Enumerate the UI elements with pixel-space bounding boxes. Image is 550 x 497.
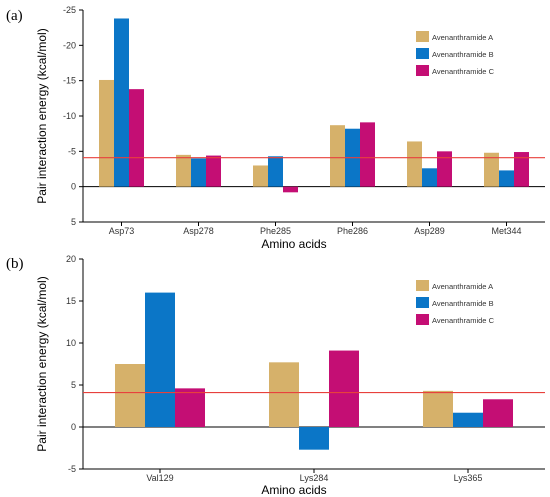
legend-swatch	[416, 48, 429, 59]
legend-label: Avenanthramide B	[432, 50, 494, 59]
bar	[499, 170, 514, 187]
bar	[437, 151, 452, 187]
y-axis-title: Pair interaction energy (kcal/mol)	[35, 28, 49, 203]
legend-label: Avenanthramide A	[432, 282, 493, 291]
bar	[514, 152, 529, 187]
y-axis-title: Pair interaction energy (kcal/mol)	[35, 276, 49, 451]
bar	[115, 364, 145, 427]
x-category-label: Asp73	[109, 226, 135, 236]
y-tick-label: -5	[68, 464, 76, 474]
x-category-label: Met344	[491, 226, 521, 236]
legend-swatch	[416, 65, 429, 76]
bar	[206, 155, 221, 187]
bar	[176, 154, 191, 187]
y-tick-label: 15	[66, 296, 76, 306]
bar	[407, 141, 422, 187]
bar	[269, 362, 299, 427]
bar	[145, 292, 175, 427]
bar	[423, 390, 453, 427]
y-tick-label: -20	[63, 40, 76, 50]
bar	[483, 399, 513, 427]
legend-label: Avenanthramide B	[432, 299, 494, 308]
x-axis-title: Amino acids	[261, 237, 326, 251]
x-category-label: Phe286	[337, 226, 368, 236]
bar	[283, 186, 298, 193]
y-tick-label: 10	[66, 338, 76, 348]
legend-label: Avenanthramide C	[432, 316, 495, 325]
bar	[360, 122, 375, 187]
bar	[114, 18, 129, 187]
bar	[330, 125, 345, 187]
y-tick-label: 5	[71, 380, 76, 390]
bar	[253, 165, 268, 187]
bar	[175, 388, 205, 427]
x-category-label: Asp289	[414, 226, 445, 236]
panel-a-chart: (a) 5 0 -5 -10 -15 -20 -25 Asp73 Asp278 Phe285 Phe2…	[6, 5, 545, 251]
bar	[453, 412, 483, 427]
x-category-label: Val129	[146, 473, 173, 483]
panel-label: (a)	[6, 8, 23, 24]
y-tick-label: 20	[66, 254, 76, 264]
legend-swatch	[416, 314, 429, 325]
x-category-label: Phe285	[260, 226, 291, 236]
y-tick-label: 0	[71, 422, 76, 432]
legend-swatch	[416, 297, 429, 308]
bar	[129, 89, 144, 187]
y-tick-label: -5	[68, 146, 76, 156]
legend-swatch	[416, 280, 429, 291]
legend-swatch	[416, 31, 429, 42]
bar	[99, 79, 114, 187]
y-tick-label: -15	[63, 76, 76, 86]
bar	[299, 427, 329, 450]
y-tick-label: -10	[63, 111, 76, 121]
legend-label: Avenanthramide A	[432, 33, 493, 42]
x-category-label: Lys284	[300, 473, 329, 483]
x-axis-title: Amino acids	[261, 483, 326, 497]
bar	[484, 152, 499, 187]
legend-label: Avenanthramide C	[432, 67, 495, 76]
panel-b-chart: (b) 20 15 10 5 0 -5 Val129 Lys284 Lys365 Amino aci…	[6, 254, 545, 497]
y-tick-label: -25	[63, 5, 76, 15]
panel-label: (b)	[6, 256, 24, 272]
y-tick-label: 0	[71, 182, 76, 192]
y-tick-label: 5	[71, 217, 76, 227]
bar	[191, 158, 206, 187]
bar	[422, 168, 437, 187]
bar	[268, 156, 283, 187]
x-category-label: Lys365	[454, 473, 483, 483]
x-category-label: Asp278	[183, 226, 214, 236]
bar	[329, 350, 359, 427]
